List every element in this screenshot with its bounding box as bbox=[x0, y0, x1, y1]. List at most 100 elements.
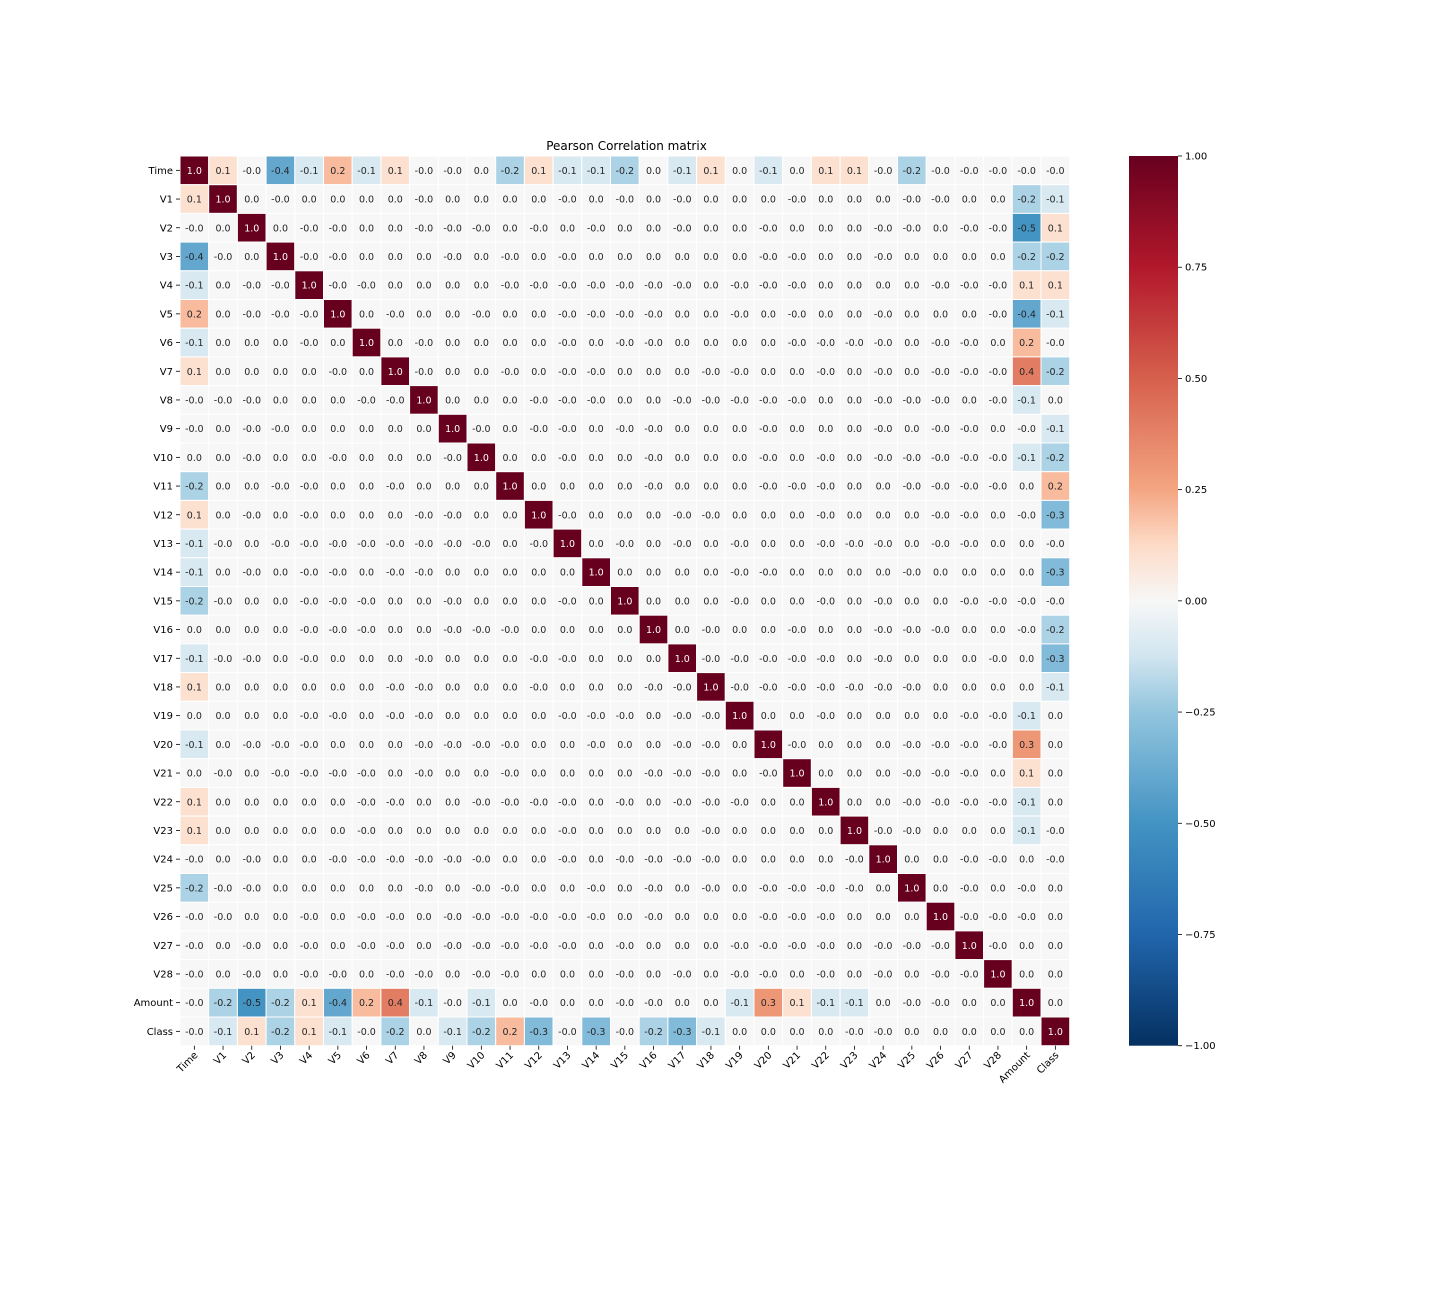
cell-value-label: 0.0 bbox=[445, 883, 460, 894]
cell-value-label: 1.0 bbox=[502, 482, 517, 493]
heatmap-cell bbox=[466, 557, 497, 587]
cell-value-label: -0.0 bbox=[529, 654, 548, 665]
cell-value-label: 0.0 bbox=[933, 223, 948, 234]
heatmap-cell bbox=[265, 241, 296, 272]
cell-value-label: 1.0 bbox=[474, 453, 489, 464]
heatmap-cell bbox=[581, 586, 611, 616]
cell-value-label: 0.0 bbox=[330, 682, 345, 693]
cell-value-label: -0.0 bbox=[673, 682, 692, 693]
cell-value-label: 0.0 bbox=[876, 912, 891, 923]
heatmap-cell bbox=[782, 700, 812, 731]
cell-value-label: 0.0 bbox=[330, 338, 345, 349]
cell-value-label: -0.0 bbox=[788, 281, 807, 292]
heatmap-cell bbox=[265, 528, 296, 559]
cell-value-label: -0.0 bbox=[730, 568, 749, 579]
cell-value-label: -0.0 bbox=[529, 395, 548, 406]
cell-value-label: 0.0 bbox=[933, 855, 948, 866]
y-tick-label: V15 bbox=[153, 596, 173, 607]
heatmap-cell bbox=[667, 729, 698, 760]
heatmap-cell bbox=[724, 586, 755, 616]
heatmap-cell bbox=[380, 356, 411, 387]
cell-value-label: 0.3 bbox=[1019, 740, 1034, 751]
heatmap-cell bbox=[351, 299, 382, 329]
cell-value-label: 0.0 bbox=[990, 539, 1005, 550]
heatmap-cell bbox=[954, 614, 985, 645]
cell-value-label: 0.0 bbox=[703, 568, 718, 579]
cell-value-label: 1.0 bbox=[818, 797, 833, 808]
cell-value-label: 0.0 bbox=[789, 969, 804, 980]
cell-value-label: 0.0 bbox=[675, 998, 690, 1009]
cell-value-label: 0.0 bbox=[474, 281, 489, 292]
cell-value-label: -0.0 bbox=[214, 395, 233, 406]
heatmap-cell bbox=[323, 1016, 353, 1047]
cell-value-label: -0.0 bbox=[300, 711, 319, 722]
cell-value-label: 0.0 bbox=[302, 453, 317, 464]
cell-value-label: 0.0 bbox=[761, 338, 776, 349]
cell-value-label: 0.0 bbox=[474, 769, 489, 780]
heatmap-cell bbox=[265, 212, 296, 243]
cell-value-label: -0.0 bbox=[759, 682, 778, 693]
cell-value-label: -0.0 bbox=[616, 969, 635, 980]
cell-value-label: -0.0 bbox=[616, 711, 635, 722]
heatmap-cell bbox=[1040, 241, 1071, 272]
heatmap-cell bbox=[696, 184, 726, 214]
cell-value-label: 0.0 bbox=[445, 482, 460, 493]
heatmap-cell bbox=[782, 155, 812, 186]
heatmap-cell bbox=[1040, 528, 1071, 559]
cell-value-label: 0.0 bbox=[789, 367, 804, 378]
cell-value-label: -0.0 bbox=[616, 338, 635, 349]
cell-value-label: -0.0 bbox=[874, 682, 893, 693]
cell-value-label: -0.3 bbox=[1046, 654, 1065, 665]
cell-value-label: -0.2 bbox=[1017, 195, 1036, 206]
colorbar-tick-label: 1.00 bbox=[1185, 152, 1207, 163]
heatmap-cell bbox=[409, 672, 439, 702]
cell-value-label: 0.0 bbox=[416, 482, 431, 493]
cell-value-label: -0.0 bbox=[300, 654, 319, 665]
heatmap-cell bbox=[638, 901, 669, 932]
cell-value-label: 0.0 bbox=[445, 654, 460, 665]
cell-value-label: -0.0 bbox=[903, 740, 922, 751]
heatmap-cell bbox=[638, 614, 669, 645]
cell-value-label: 0.0 bbox=[675, 826, 690, 837]
heatmap-cell bbox=[954, 643, 985, 674]
cell-value-label: 0.0 bbox=[445, 826, 460, 837]
heatmap-cell bbox=[696, 471, 726, 501]
heatmap-cell bbox=[839, 672, 870, 702]
cell-value-label: -0.0 bbox=[300, 539, 319, 550]
cell-value-label: -0.0 bbox=[644, 769, 663, 780]
cell-value-label: -0.0 bbox=[386, 309, 405, 320]
cell-value-label: -0.1 bbox=[443, 1027, 462, 1038]
y-tick-label: V25 bbox=[153, 883, 173, 894]
cell-value-label: -0.0 bbox=[788, 395, 807, 406]
cell-value-label: 0.2 bbox=[359, 998, 374, 1009]
cell-value-label: -0.0 bbox=[616, 855, 635, 866]
cell-value-label: 0.0 bbox=[847, 510, 862, 521]
heatmap-cell bbox=[294, 241, 324, 272]
heatmap-cell bbox=[294, 930, 324, 961]
cell-value-label: -0.0 bbox=[472, 539, 491, 550]
cell-value-label: 0.0 bbox=[359, 309, 374, 320]
cell-value-label: -0.0 bbox=[989, 855, 1008, 866]
heatmap-cell bbox=[782, 327, 812, 358]
cell-value-label: 0.0 bbox=[474, 682, 489, 693]
cell-value-label: 0.0 bbox=[330, 510, 345, 521]
cell-value-label: -0.0 bbox=[558, 855, 577, 866]
cell-value-label: 0.0 bbox=[904, 539, 919, 550]
cell-value-label: 0.0 bbox=[244, 338, 259, 349]
cell-value-label: 0.0 bbox=[330, 883, 345, 894]
cell-value-label: -0.0 bbox=[558, 510, 577, 521]
cell-value-label: 0.0 bbox=[273, 797, 288, 808]
cell-value-label: -0.0 bbox=[529, 682, 548, 693]
heatmap-cell bbox=[638, 241, 669, 272]
cell-value-label: 1.0 bbox=[789, 769, 804, 780]
cell-value-label: -0.0 bbox=[443, 252, 462, 263]
cell-value-label: 0.0 bbox=[876, 482, 891, 493]
cell-value-label: -0.0 bbox=[501, 769, 520, 780]
cell-value-label: -0.0 bbox=[329, 969, 348, 980]
cell-value-label: -0.0 bbox=[587, 309, 606, 320]
heatmap-cell bbox=[983, 786, 1013, 817]
heatmap-cell bbox=[208, 614, 238, 645]
cell-value-label: -0.0 bbox=[730, 539, 749, 550]
heatmap-cell bbox=[380, 155, 411, 186]
cell-value-label: -0.0 bbox=[931, 281, 950, 292]
